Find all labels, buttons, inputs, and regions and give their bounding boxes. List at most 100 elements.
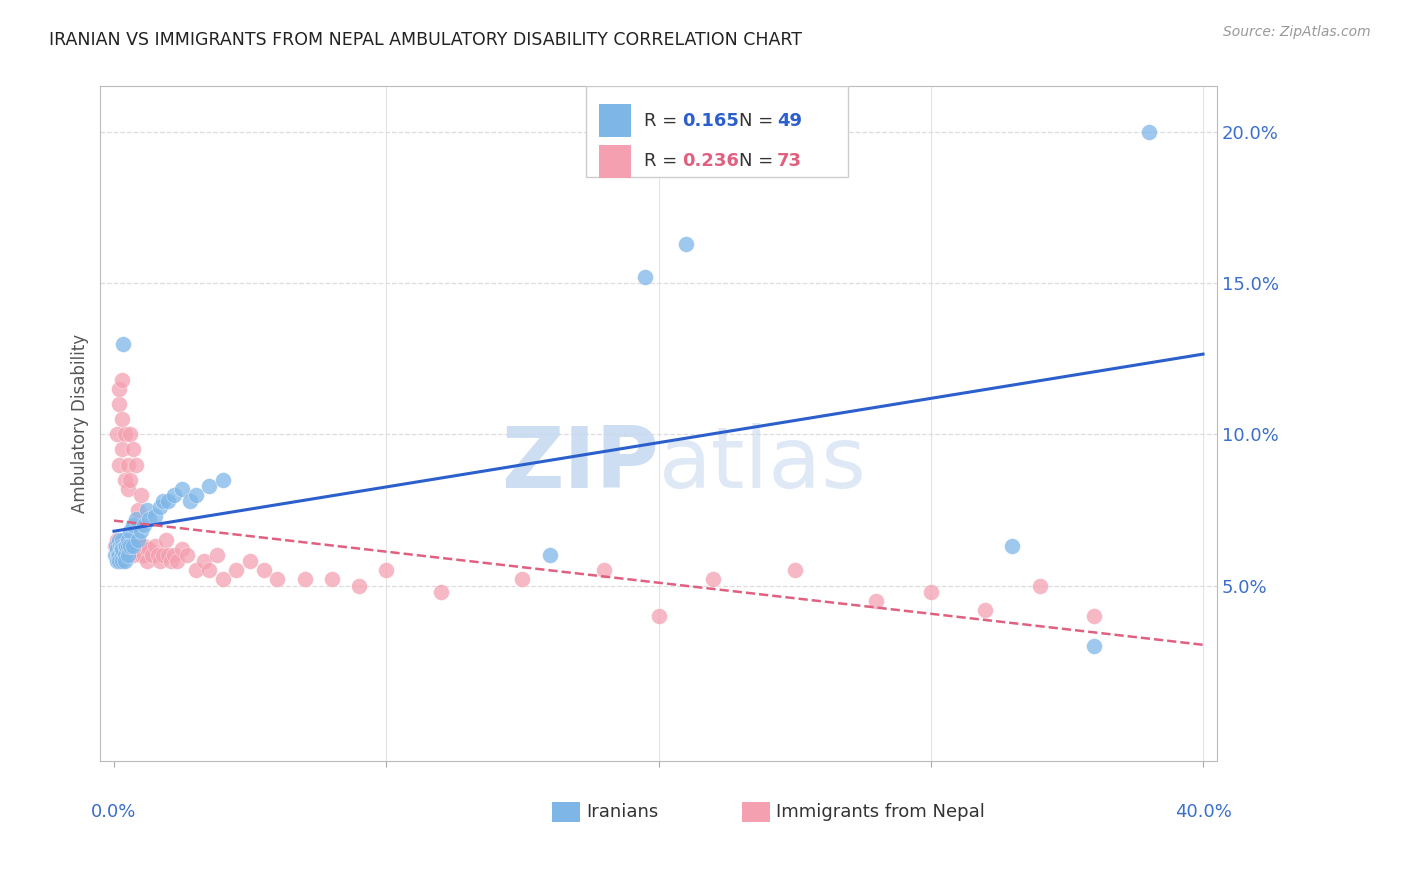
Point [347, 578, 370, 592]
Text: Iranians: Iranians [586, 804, 658, 822]
Text: 49: 49 [778, 112, 801, 129]
Text: 40.0%: 40.0% [1174, 804, 1232, 822]
Text: 0.165: 0.165 [682, 112, 738, 129]
Text: N =: N = [740, 153, 779, 170]
Point [163, 488, 186, 502]
Point [111, 442, 134, 457]
Text: 0.0%: 0.0% [91, 804, 136, 822]
Point [170, 542, 193, 557]
Point [149, 554, 172, 568]
Point [117, 482, 139, 496]
Point [122, 539, 145, 553]
Point [120, 539, 142, 553]
Point [1137, 125, 1160, 139]
Point [114, 539, 136, 553]
Point [108, 382, 131, 396]
Point [117, 539, 139, 553]
Point [108, 554, 131, 568]
Point [115, 539, 138, 553]
Point [111, 539, 134, 553]
Point [120, 473, 142, 487]
Point [143, 508, 166, 523]
Point [125, 539, 148, 553]
Point [179, 493, 201, 508]
Point [253, 563, 276, 577]
Point [152, 493, 174, 508]
Point [120, 427, 142, 442]
Point [127, 539, 149, 553]
Point [143, 539, 166, 553]
Point [117, 548, 139, 562]
Point [974, 603, 997, 617]
Point [117, 533, 139, 548]
Point [114, 427, 136, 442]
Point [114, 539, 136, 553]
FancyBboxPatch shape [599, 104, 631, 136]
Point [675, 236, 697, 251]
FancyBboxPatch shape [586, 87, 848, 178]
Point [105, 539, 128, 553]
Point [111, 539, 134, 553]
Point [111, 554, 134, 568]
Point [120, 539, 142, 553]
Point [152, 548, 174, 562]
Point [135, 554, 157, 568]
Point [108, 458, 131, 472]
Point [117, 458, 139, 472]
Point [865, 593, 887, 607]
Point [117, 539, 139, 553]
Point [127, 503, 149, 517]
Point [198, 478, 221, 492]
Point [138, 512, 160, 526]
Point [593, 563, 616, 577]
Point [114, 473, 136, 487]
Point [122, 548, 145, 562]
Point [155, 533, 177, 548]
FancyBboxPatch shape [599, 145, 631, 178]
Text: ZIP: ZIP [501, 423, 658, 506]
Point [105, 554, 128, 568]
Point [111, 542, 134, 557]
Point [105, 542, 128, 557]
Point [110, 542, 132, 557]
Point [266, 573, 288, 587]
Text: R =: R = [644, 112, 683, 129]
Text: Immigrants from Nepal: Immigrants from Nepal [776, 804, 984, 822]
Y-axis label: Ambulatory Disability: Ambulatory Disability [72, 334, 89, 513]
Point [239, 554, 262, 568]
Point [166, 554, 188, 568]
Point [634, 269, 657, 284]
Point [783, 563, 806, 577]
Point [375, 563, 398, 577]
Point [107, 548, 129, 562]
Point [129, 488, 152, 502]
Point [114, 554, 136, 568]
Point [104, 539, 127, 553]
Point [104, 548, 127, 562]
Point [176, 548, 198, 562]
Point [512, 573, 534, 587]
Point [538, 548, 561, 562]
Point [294, 573, 316, 587]
FancyBboxPatch shape [553, 802, 581, 822]
Point [125, 512, 148, 526]
Point [225, 563, 247, 577]
FancyBboxPatch shape [742, 802, 770, 822]
Point [108, 533, 131, 548]
Point [135, 542, 157, 557]
Point [138, 542, 160, 557]
Point [157, 548, 180, 562]
Point [184, 563, 207, 577]
Text: 73: 73 [778, 153, 801, 170]
Point [146, 548, 169, 562]
Point [122, 442, 145, 457]
Point [193, 554, 215, 568]
Point [108, 548, 131, 562]
Point [160, 554, 183, 568]
Text: Source: ZipAtlas.com: Source: ZipAtlas.com [1223, 25, 1371, 39]
Point [111, 548, 134, 562]
Point [170, 482, 193, 496]
Text: N =: N = [740, 112, 779, 129]
Text: IRANIAN VS IMMIGRANTS FROM NEPAL AMBULATORY DISABILITY CORRELATION CHART: IRANIAN VS IMMIGRANTS FROM NEPAL AMBULAT… [49, 31, 803, 49]
Point [132, 518, 155, 533]
